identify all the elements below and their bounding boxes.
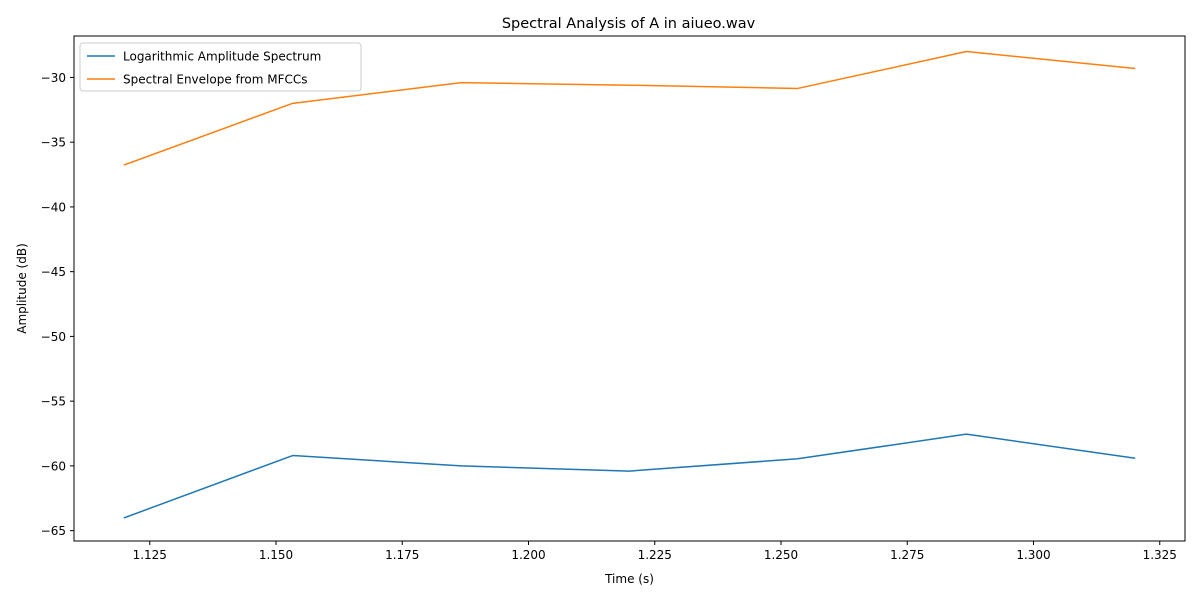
series-line-logarithmic-amplitude-spectrum xyxy=(123,433,1136,519)
legend-frame xyxy=(79,42,362,92)
x-tick-label: 1.150 xyxy=(259,548,293,562)
x-axis-label: Time (s) xyxy=(604,572,654,586)
y-axis-label: Amplitude (dB) xyxy=(15,243,29,334)
x-tick-label: 1.225 xyxy=(638,548,672,562)
x-tick-label: 1.125 xyxy=(133,548,167,562)
legend-label-logarithmic-amplitude-spectrum: Logarithmic Amplitude Spectrum xyxy=(123,50,321,64)
plot-area: 1.125 1.150 1.175 1.200 1.225 1.250 1.275 1.300… xyxy=(41,35,1186,562)
x-tick-label: 1.200 xyxy=(511,548,545,562)
series-layer xyxy=(123,50,1136,519)
legend-label-spectral-envelope-from-mfccs: Spectral Envelope from MFCCs xyxy=(123,73,308,87)
x-tick-label: 1.300 xyxy=(1016,548,1050,562)
chart-title: Spectral Analysis of A in aiueo.wav xyxy=(502,16,756,32)
y-tick-label: −60 xyxy=(41,459,66,473)
y-tick-label: −35 xyxy=(41,136,66,150)
series-line-spectral-envelope-from-mfccs xyxy=(123,50,1136,166)
x-tick-label: 1.175 xyxy=(385,548,419,562)
y-axis-ticks: −65 −60 −55 −50 −45 −40 −35 −30 xyxy=(41,71,74,538)
y-tick-label: −40 xyxy=(41,200,66,214)
y-tick-label: −45 xyxy=(41,265,66,279)
y-tick-label: −30 xyxy=(41,71,66,85)
axes-frame xyxy=(73,35,1186,542)
y-tick-label: −50 xyxy=(41,330,66,344)
y-tick-label: −55 xyxy=(41,395,66,409)
legend: Logarithmic Amplitude Spectrum Spectral … xyxy=(79,42,362,92)
x-axis-ticks: 1.125 1.150 1.175 1.200 1.225 1.250 1.275 1.300… xyxy=(133,541,1177,562)
x-tick-label: 1.325 xyxy=(1143,548,1177,562)
y-tick-label: −65 xyxy=(41,524,66,538)
x-tick-label: 1.250 xyxy=(764,548,798,562)
x-tick-label: 1.275 xyxy=(890,548,924,562)
